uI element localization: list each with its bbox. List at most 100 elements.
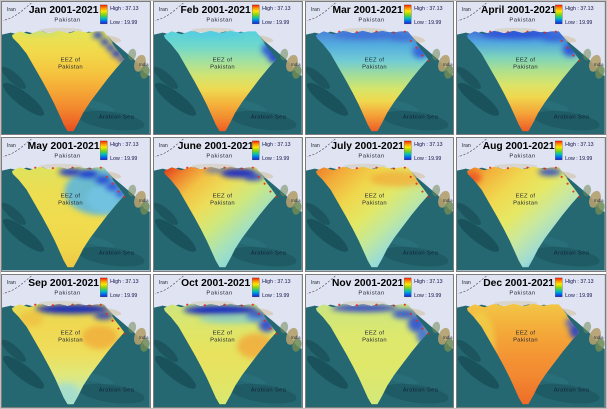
terrain-texture [279, 185, 288, 197]
arabian-sea-label: Arabian Sea [99, 251, 135, 257]
coastal-hotspot-dot [374, 303, 378, 306]
eez-sst-field [163, 303, 277, 405]
terrain-texture [279, 48, 288, 61]
eez-label-line1: EEZ of [212, 57, 232, 63]
sst-patch [78, 170, 98, 179]
eez-label-line2: Pakistan [58, 337, 83, 343]
terrain-texture [140, 65, 150, 79]
eez-label-line1: EEZ of [364, 194, 384, 200]
iran-pakistan-border-dashed [154, 275, 184, 294]
land-area [305, 274, 454, 349]
terrain-texture [153, 203, 178, 226]
iran-label: Iran [310, 7, 319, 13]
eez-label-line2: Pakistan [513, 337, 538, 343]
terrain-texture [458, 82, 500, 116]
coastal-hotspot-dot [223, 166, 226, 170]
coastal-hotspot-dot [392, 304, 395, 307]
coastal-hotspot-dot [355, 303, 358, 306]
may-map: Iran Pakistan EEZ of Pakistan Arabian Se… [2, 138, 150, 271]
iran-label: Iran [462, 7, 471, 13]
pakistan-label: Pakistan [206, 17, 232, 23]
pakistan-label: Pakistan [358, 290, 384, 296]
coastal-hotspot-dot [426, 196, 429, 199]
terrain-texture [494, 300, 538, 306]
june-map: Iran Pakistan EEZ of Pakistan Arabian Se… [153, 138, 302, 271]
coastal-hotspot-dot [51, 303, 54, 306]
coastal-hotspot-dot [185, 303, 189, 306]
map-panel-oct: Iran Pakistan EEZ of Pakistan Arabian Se… [152, 273, 303, 408]
terrain-texture [2, 203, 26, 226]
legend-color-ramp [100, 4, 108, 25]
sst-patch [268, 51, 277, 64]
coastal-hotspot-dot [257, 312, 260, 315]
arabian-sea-label: Arabian Sea [99, 387, 135, 393]
coastal-hotspot-dot [526, 166, 529, 170]
map-panel-may: Iran Pakistan EEZ of Pakistan Arabian Se… [1, 137, 151, 272]
arabian-sea-label: Arabian Sea [554, 387, 590, 393]
terrain-texture [306, 219, 348, 253]
terrain-texture [305, 203, 330, 226]
legend-color-ramp [555, 277, 563, 297]
coastal-hotspot-dot [34, 166, 37, 170]
terrain-texture [78, 383, 145, 404]
eez-label-line1: EEZ of [61, 330, 81, 336]
eez-label-line2: Pakistan [58, 65, 83, 71]
terrain-texture [78, 110, 145, 131]
coastal-hotspot-dot [117, 327, 120, 330]
arabian-sea-label: Arabian Sea [250, 115, 286, 121]
terrain-texture [306, 355, 348, 389]
coastal-hotspot-dot [572, 54, 575, 57]
legend-low-label: Low : 19.99 [110, 293, 137, 299]
panel-title: Sep 2001-2021 [28, 278, 99, 289]
sst-patch [100, 38, 110, 46]
land-area [457, 2, 605, 76]
panel-title: Feb 2001-2021 [180, 5, 250, 16]
terrain-texture [39, 27, 83, 33]
coastal-hotspot-dot [578, 59, 581, 62]
sst-patch [105, 182, 120, 192]
india-label: India [443, 335, 453, 340]
legend-high-label: High : 37.13 [110, 6, 138, 12]
coastal-hotspot-dot [489, 166, 492, 170]
terrain-texture [230, 247, 297, 267]
terrain-texture [305, 66, 330, 89]
india-label: India [139, 62, 149, 67]
terrain-texture [306, 82, 348, 116]
coastal-hotspot-dot [88, 167, 92, 171]
india-label: India [443, 62, 453, 67]
legend-high-label: High : 37.13 [565, 279, 593, 285]
legend-color-ramp [251, 141, 260, 161]
terrain-texture [305, 339, 330, 362]
coastal-hotspot-dot [251, 166, 254, 170]
terrain-texture [2, 339, 26, 362]
coastal-hotspot-dot [123, 332, 126, 335]
coastal-hotspot-dot [269, 190, 272, 193]
coastal-hotspot-dot [414, 182, 418, 186]
terrain-texture [583, 48, 592, 61]
coastal-hotspot-dot [117, 190, 120, 193]
iran-label: Iran [159, 143, 168, 149]
eez-label-line1: EEZ of [364, 57, 384, 63]
eez-label-line1: EEZ of [516, 194, 536, 200]
land-area [153, 2, 302, 76]
terrain-texture [279, 321, 288, 333]
pakistan-label: Pakistan [510, 290, 536, 296]
iran-label: Iran [159, 279, 168, 285]
coastal-hotspot-dot [374, 30, 378, 33]
india-label: India [291, 199, 301, 204]
coastal-hotspot-dot [409, 39, 412, 42]
legend-high-label: High : 37.13 [565, 6, 593, 12]
map-panel-jan: Iran Pakistan EEZ of Pakistan Arabian Se… [1, 1, 151, 136]
sst-patch [541, 32, 569, 42]
panel-title: May 2001-2021 [28, 142, 100, 153]
coastal-hotspot-dot [355, 31, 358, 34]
eez-label-line2: Pakistan [362, 337, 387, 343]
pakistan-label: Pakistan [510, 154, 536, 160]
legend-color-ramp [555, 141, 563, 161]
legend-color-ramp [100, 277, 108, 297]
arabian-sea-label: Arabian Sea [402, 387, 438, 393]
pakistan-label: Pakistan [206, 154, 232, 160]
map-panel-april: Iran Pakistan EEZ of Pakistan Arabian Se… [456, 1, 606, 136]
coastal-hotspot-dot [203, 167, 206, 170]
panel-title: Nov 2001-2021 [331, 278, 403, 289]
